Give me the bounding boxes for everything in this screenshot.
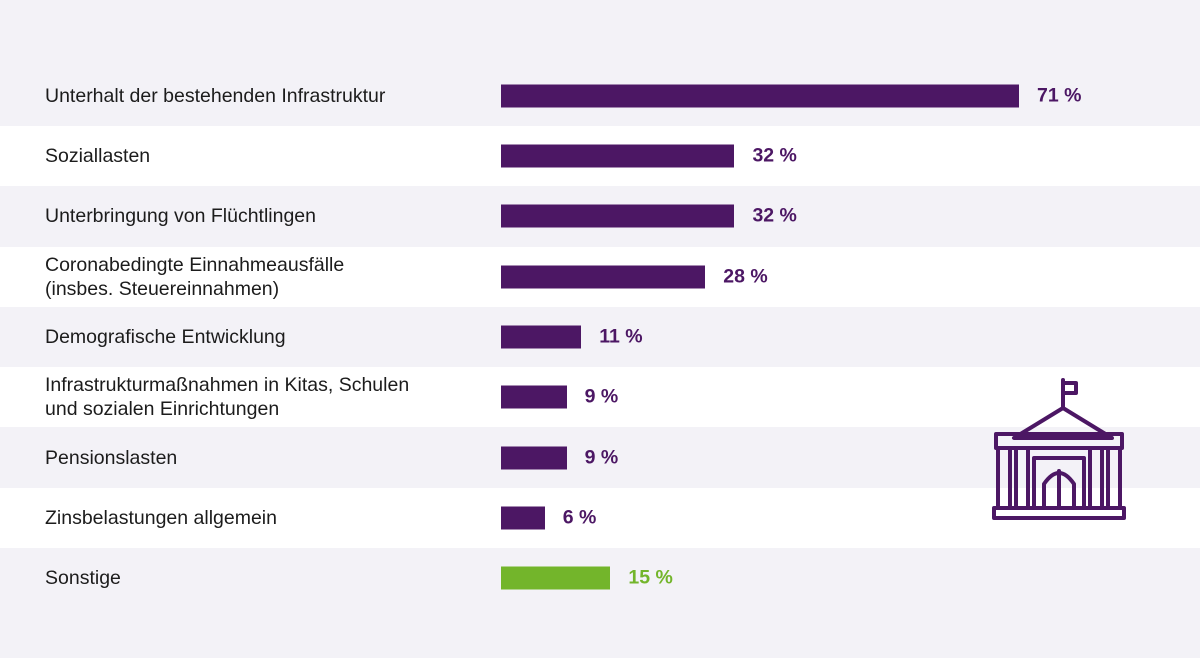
category-label: Pensionslasten <box>45 447 178 469</box>
value-label: 11 % <box>599 325 643 348</box>
chart-row: Coronabedingte Einnahmeausfälle (insbes.… <box>0 247 1200 307</box>
value-label: 32 % <box>752 144 797 167</box>
bar <box>501 506 545 530</box>
value-label: 28 % <box>723 265 768 288</box>
bar <box>501 385 567 409</box>
value-label: 71 % <box>1037 84 1082 107</box>
chart-row: Pensionslasten 9 % <box>0 428 1200 488</box>
value-label: 9 % <box>584 385 619 408</box>
category-label: Coronabedingte Einnahmeausfälle (insbes.… <box>45 254 345 300</box>
chart-row: Soziallasten 32 % <box>0 126 1200 186</box>
chart-row: Demografische Entwicklung 11 % <box>0 307 1200 367</box>
category-label: Zinsbelastungen allgemein <box>45 507 277 529</box>
category-label: Soziallasten <box>45 145 151 167</box>
chart-row: Infrastrukturmaßnahmen in Kitas, Schulen… <box>0 367 1200 427</box>
value-label: 9 % <box>584 446 619 469</box>
bar <box>501 325 582 349</box>
bar <box>501 204 735 228</box>
category-label: Demografische Entwicklung <box>45 326 286 348</box>
category-label: Infrastrukturmaßnahmen in Kitas, Schulen… <box>45 374 410 420</box>
bar <box>501 265 706 289</box>
chart-row: Sonstige 15 % <box>0 548 1200 608</box>
value-label: 15 % <box>628 566 673 589</box>
category-label: Sonstige <box>45 567 121 589</box>
chart-row: Unterbringung von Flüchtlingen 32 % <box>0 186 1200 246</box>
bar <box>501 84 1019 108</box>
category-label: Unterhalt der bestehenden Infrastruktur <box>45 85 386 107</box>
chart-row: Unterhalt der bestehenden Infrastruktur 7… <box>0 66 1200 126</box>
bar <box>501 446 567 470</box>
value-label: 6 % <box>562 506 597 529</box>
bar <box>501 566 611 590</box>
value-label: 32 % <box>752 204 797 227</box>
category-label: Unterbringung von Flüchtlingen <box>45 205 317 227</box>
bar <box>501 144 735 168</box>
building-with-flag-icon <box>992 378 1126 520</box>
